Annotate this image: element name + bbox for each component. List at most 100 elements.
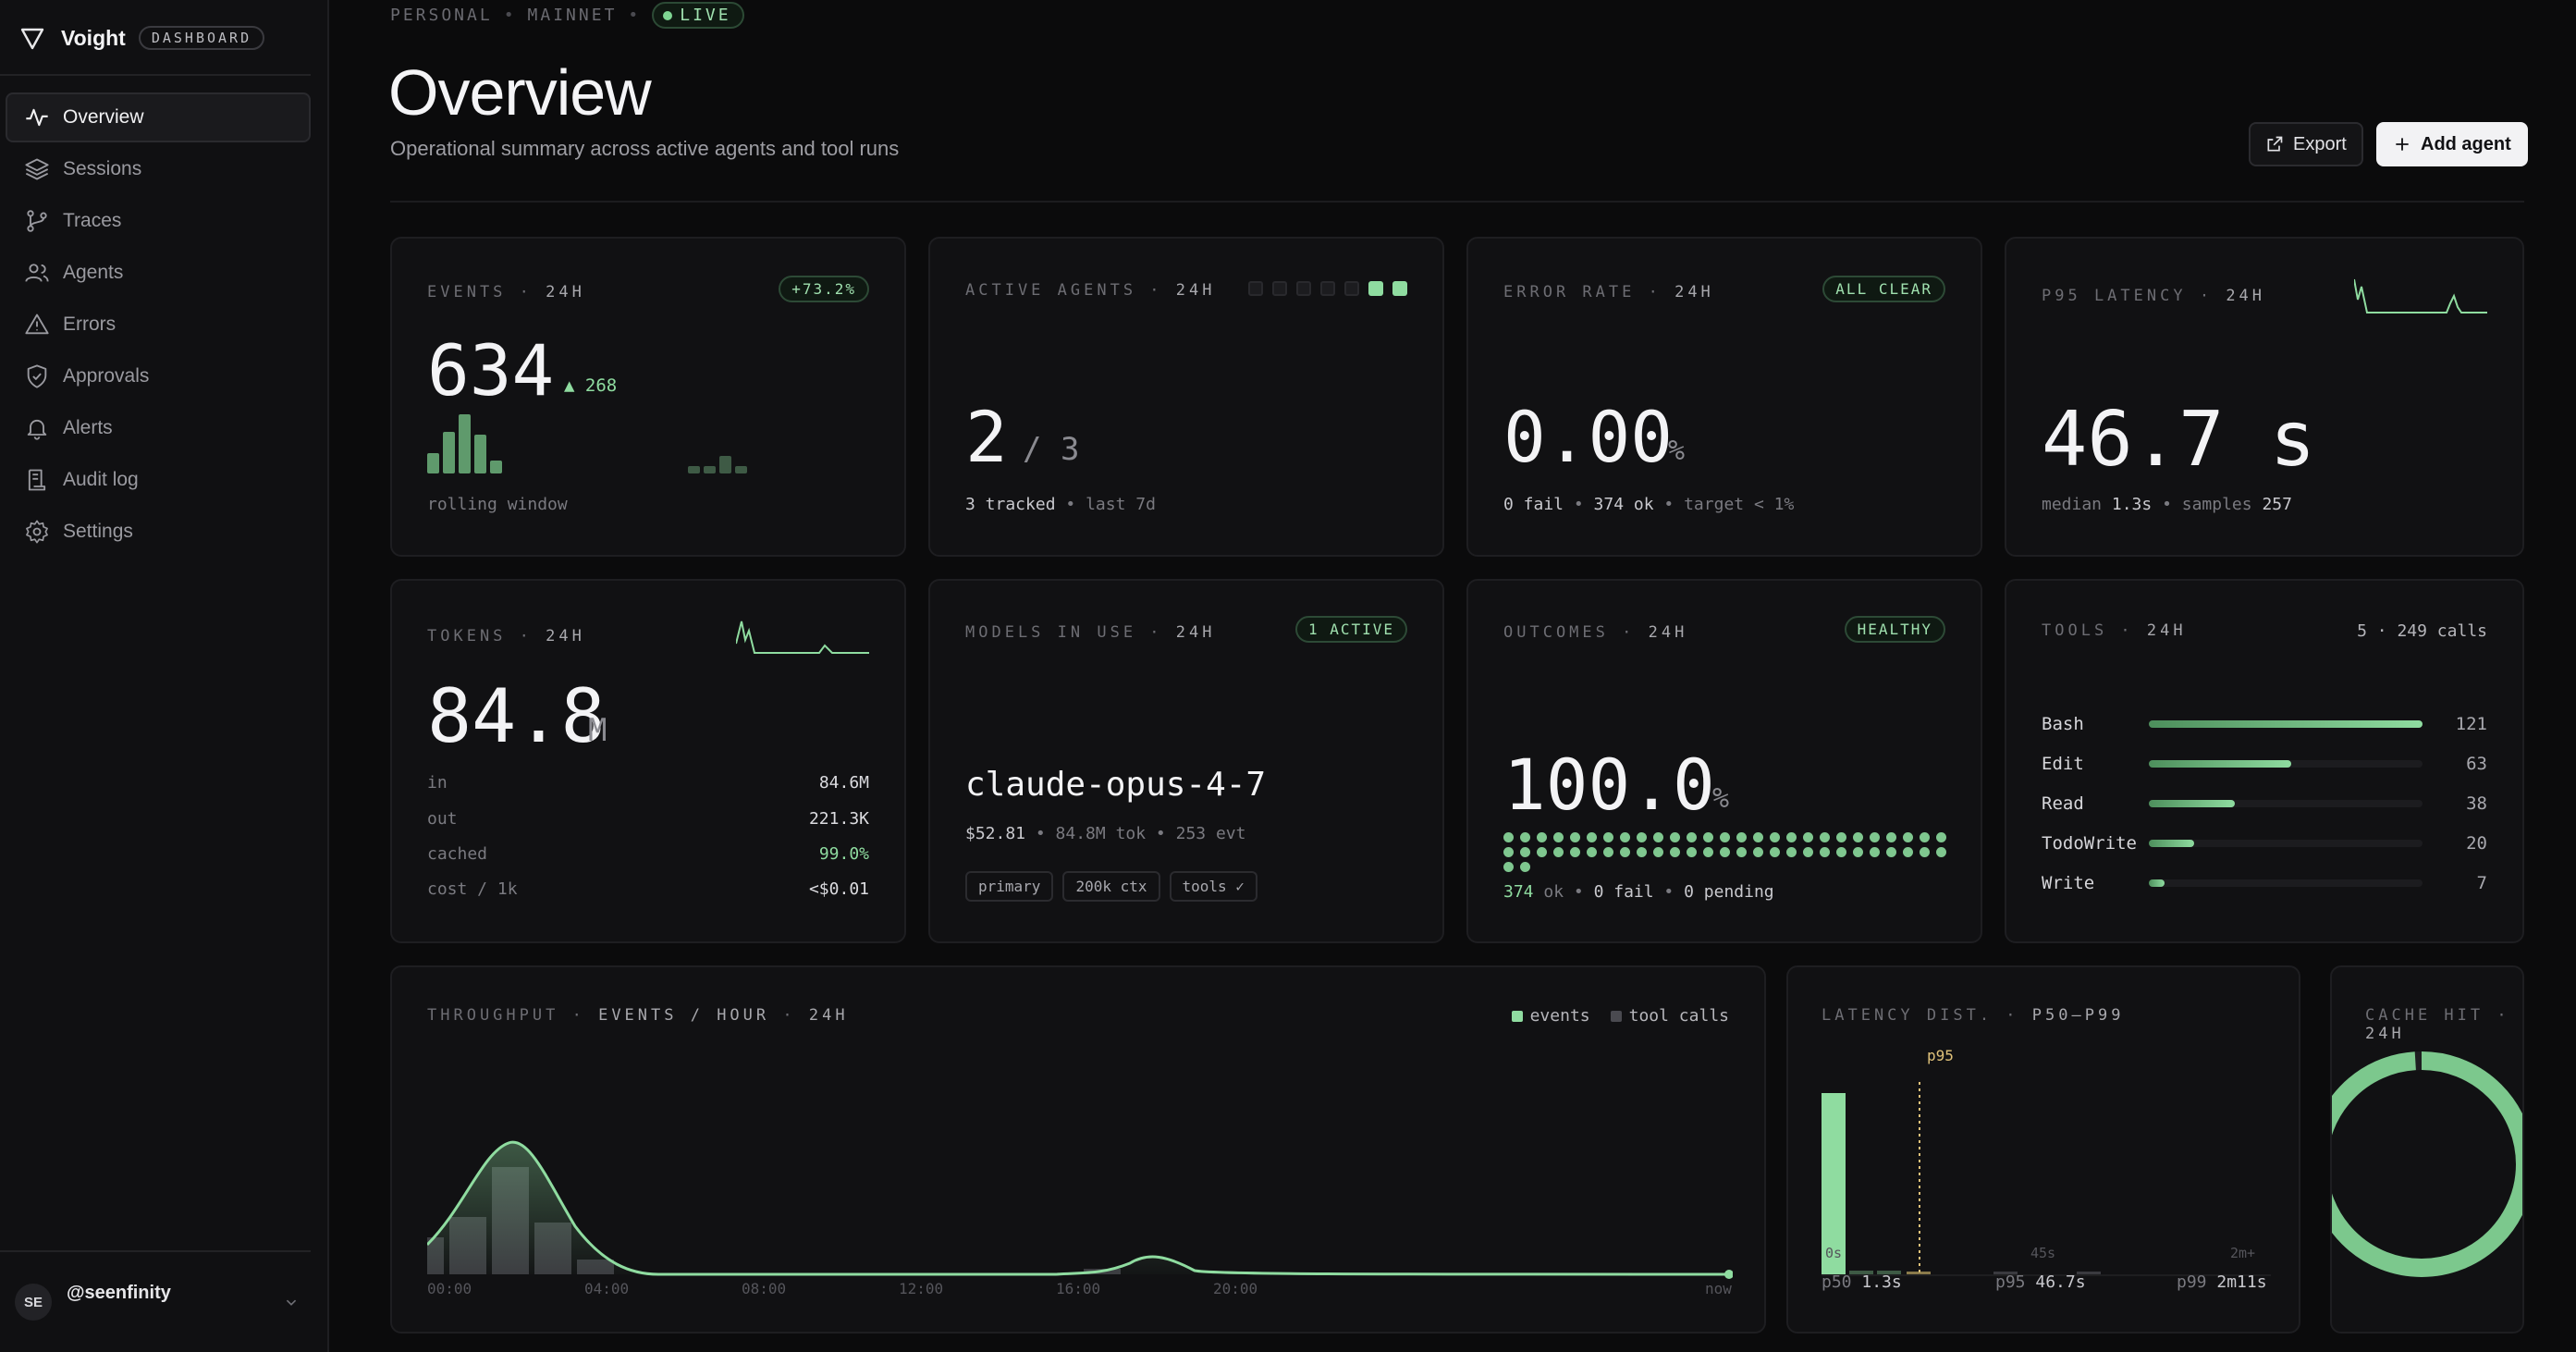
tool-count: 63 — [2466, 754, 2487, 774]
card-label: TOOLS · 24H — [2042, 621, 2187, 640]
model-tags: primary 200k ctx tools ✓ — [965, 871, 1267, 902]
tokens-card[interactable]: TOKENS · 24H 84.8 M in 84.6M out 221.3K ca… — [390, 579, 906, 943]
add-agent-label: Add agent — [2421, 133, 2511, 154]
events-card[interactable]: EVENTS · 24H +73.2% 634 ▲ 268 rolling wi… — [390, 237, 906, 557]
p95-latency-card[interactable]: P95 LATENCY · 24H 46.7 s median 1.3s • s… — [2005, 237, 2524, 557]
row-value: 84.6M — [818, 773, 869, 793]
events-mini-bar — [704, 466, 716, 473]
events-mini-bar — [443, 432, 455, 473]
latency-window: 24H — [2226, 287, 2266, 305]
tokens-row-out: out 221.3K — [427, 809, 869, 829]
model-tokens: 84.8M tok — [1055, 824, 1147, 843]
throughput-chart — [427, 1140, 1733, 1279]
tool-track — [2149, 879, 2423, 887]
x-tick: 16:00 — [1056, 1280, 1101, 1297]
sidebar-item-alerts[interactable]: Alerts — [6, 403, 311, 453]
throughput-window: 24H — [808, 1006, 849, 1025]
export-label: Export — [2293, 133, 2347, 154]
sidebar-item-traces[interactable]: Traces — [6, 196, 311, 246]
outcome-dot — [1870, 832, 1880, 842]
tool-fill — [2149, 720, 2423, 728]
events-label: EVENTS — [427, 283, 507, 301]
error-rate-card[interactable]: ERROR RATE · 24H ALL CLEAR 0.00 % 0 fail… — [1466, 237, 1982, 557]
export-button[interactable]: Export — [2249, 122, 2363, 166]
tool-row[interactable]: Edit 63 — [2042, 750, 2487, 778]
sidebar-item-overview[interactable]: Overview — [6, 92, 311, 142]
outcome-dot — [1920, 847, 1930, 857]
tools-window: 24H — [2146, 621, 2187, 640]
legend-tools: tool calls — [1628, 1006, 1729, 1026]
active-agents-card[interactable]: ACTIVE AGENTS · 24H 2 / 3 3 tracked • la… — [928, 237, 1444, 557]
outcome-dot — [1820, 832, 1830, 842]
chevron-down-icon[interactable] — [281, 1292, 301, 1312]
outcome-dot — [1503, 832, 1514, 842]
sidebar-item-settings[interactable]: Settings — [6, 507, 311, 557]
outcome-dot — [1770, 832, 1780, 842]
model-name[interactable]: claude-opus-4-7 — [965, 766, 1267, 804]
agents-window: 24H — [1175, 281, 1216, 300]
events-mini-bar — [735, 466, 747, 473]
crumb-network[interactable]: MAINNET — [527, 6, 618, 25]
throughput-card[interactable]: THROUGHPUT · EVENTS / HOUR · 24H events … — [390, 965, 1766, 1334]
outcomes-card[interactable]: OUTCOMES · 24H HEALTHY 100.0 % 374 ok • … — [1466, 579, 1982, 943]
outcome-dot — [1753, 832, 1763, 842]
agent-dot-inactive — [1296, 281, 1311, 296]
sidebar-item-label: Overview — [63, 106, 144, 128]
sidebar-item-label: Traces — [63, 210, 122, 231]
crumb-workspace[interactable]: PERSONAL — [390, 6, 493, 25]
p95-marker-label: p95 — [1927, 1047, 1954, 1064]
tool-count: 121 — [2455, 714, 2487, 734]
agent-dot-inactive — [1272, 281, 1287, 296]
outcomes-unit: % — [1712, 782, 1730, 815]
tool-row[interactable]: Read 38 — [2042, 790, 2487, 817]
tool-row[interactable]: Bash 121 — [2042, 710, 2487, 738]
layers-icon — [25, 158, 49, 180]
header-divider — [390, 201, 2524, 203]
sidebar-item-agents[interactable]: Agents — [6, 248, 311, 298]
events-mini-bar — [459, 414, 471, 473]
histogram-bar — [1993, 1272, 2018, 1274]
agent-dot-inactive — [1248, 281, 1263, 296]
tools-card[interactable]: TOOLS · 24H 5 · 249 calls Bash 121 Edit 63 R… — [2005, 579, 2524, 943]
latency-dist-card[interactable]: LATENCY DIST. · P50–P99 p95 0s 45s 2m+ p… — [1786, 965, 2300, 1334]
latency-histogram — [1822, 1082, 2271, 1276]
outcome-dot — [1587, 847, 1597, 857]
sidebar-item-sessions[interactable]: Sessions — [6, 144, 311, 194]
median-value: 1.3s — [2111, 495, 2153, 514]
sidebar-item-label: Approvals — [63, 365, 150, 387]
tool-row[interactable]: TodoWrite 20 — [2042, 830, 2487, 857]
x-tick: 04:00 — [584, 1280, 630, 1297]
brand[interactable]: Voight DASHBOARD — [18, 22, 265, 54]
card-label: ACTIVE AGENTS · 24H — [965, 281, 1216, 300]
cache-label: CACHE HIT — [2365, 1006, 2484, 1025]
tools-summary: 5 · 249 calls — [2357, 621, 2487, 641]
shield-check-icon — [27, 364, 47, 388]
models-card[interactable]: MODELS IN USE · 24H 1 ACTIVE claude-opus… — [928, 579, 1444, 943]
user-menu[interactable]: SE @seenfinity — [15, 1283, 301, 1321]
tag-primary: primary — [965, 871, 1054, 902]
agents-value: 2 — [965, 396, 1008, 478]
p50-value: 1.3s — [1861, 1272, 1902, 1292]
ring-fill — [2332, 1051, 2522, 1277]
outcome-dot — [1520, 862, 1530, 872]
add-agent-button[interactable]: Add agent — [2376, 122, 2528, 166]
sidebar-item-audit-log[interactable]: Audit log — [6, 455, 311, 505]
events-bars — [427, 414, 557, 473]
outcome-dot — [1687, 832, 1697, 842]
p50-label: p50 — [1822, 1272, 1852, 1292]
agents-range: last 7d — [1086, 495, 1156, 514]
sidebar-item-label: Errors — [63, 313, 117, 335]
agent-dot-active — [1392, 281, 1407, 296]
tokens-window: 24H — [546, 627, 585, 645]
agents-total: / 3 — [1023, 431, 1080, 468]
tool-track — [2149, 720, 2423, 728]
events-window: 24H — [546, 283, 585, 301]
sidebar-item-approvals[interactable]: Approvals — [6, 351, 311, 401]
tool-row[interactable]: Write 7 — [2042, 869, 2487, 897]
agent-dots — [1248, 281, 1407, 296]
outcome-dot — [1620, 847, 1630, 857]
cache-hit-card[interactable]: CACHE HIT · 24H — [2330, 965, 2524, 1334]
events-foot: rolling window — [427, 495, 568, 514]
events-mini-bar — [474, 435, 486, 473]
sidebar-item-errors[interactable]: Errors — [6, 300, 311, 350]
